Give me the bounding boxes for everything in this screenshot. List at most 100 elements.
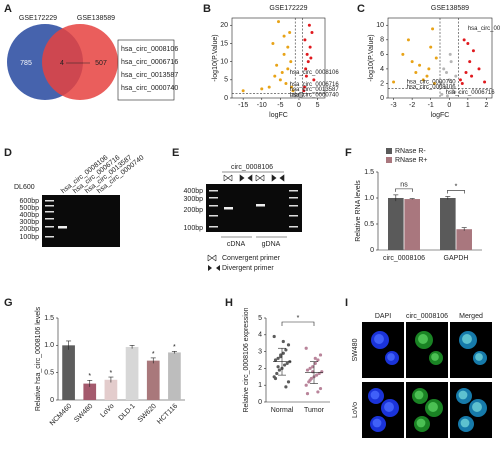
set-label: GSE172229 bbox=[19, 15, 57, 22]
image-tile bbox=[450, 322, 492, 378]
y-tick-label: 1.5 bbox=[364, 169, 374, 176]
y-tick-label: 0 bbox=[224, 95, 228, 102]
cell-core bbox=[460, 418, 470, 428]
cell-core bbox=[431, 353, 439, 361]
point bbox=[312, 78, 316, 82]
cell-core bbox=[416, 418, 426, 428]
point bbox=[303, 38, 307, 42]
point bbox=[288, 31, 292, 35]
legend-swatch bbox=[386, 148, 392, 154]
point bbox=[290, 85, 294, 89]
legend-label: RNase R+ bbox=[395, 157, 427, 164]
y-tick-label: 8 bbox=[380, 37, 384, 44]
bar bbox=[168, 352, 181, 400]
y-tick-label: 0 bbox=[258, 399, 262, 406]
point bbox=[241, 89, 245, 93]
point bbox=[318, 386, 323, 391]
point bbox=[447, 78, 451, 82]
band bbox=[256, 204, 265, 207]
point bbox=[290, 95, 294, 99]
point bbox=[304, 383, 308, 387]
annotation: hsa_circ_0008106 bbox=[290, 70, 340, 76]
point bbox=[286, 343, 291, 347]
point bbox=[276, 365, 280, 369]
bar bbox=[146, 360, 160, 400]
cell-core bbox=[414, 390, 424, 400]
significance-label: * bbox=[455, 183, 458, 190]
point bbox=[401, 52, 405, 56]
ladder-label: 100bp bbox=[20, 234, 40, 241]
point bbox=[308, 45, 312, 49]
ladder-label: 200bp bbox=[184, 207, 204, 214]
legend-label: Convergent primer bbox=[222, 255, 281, 262]
point bbox=[283, 363, 287, 367]
point bbox=[431, 27, 435, 31]
ladder-label: 100bp bbox=[184, 225, 204, 232]
point bbox=[316, 390, 320, 394]
row-label: LoVo bbox=[352, 402, 359, 418]
y-tick-label: 3 bbox=[258, 348, 262, 355]
point bbox=[449, 60, 453, 64]
point bbox=[281, 351, 285, 355]
point bbox=[277, 368, 281, 372]
bar bbox=[83, 383, 97, 400]
count: 785 bbox=[20, 60, 32, 67]
point bbox=[282, 52, 286, 56]
point bbox=[316, 358, 320, 362]
ladder-label: 600bp bbox=[20, 198, 40, 205]
point bbox=[464, 71, 468, 75]
cell-core bbox=[475, 353, 483, 361]
point bbox=[458, 78, 462, 82]
cell-core bbox=[370, 390, 380, 400]
panel-label: C bbox=[357, 3, 365, 15]
gel bbox=[42, 195, 120, 247]
count: 507 bbox=[95, 60, 107, 67]
cell-core bbox=[428, 402, 438, 412]
y-tick-label: 5 bbox=[224, 77, 228, 84]
point bbox=[284, 348, 288, 352]
ladder-label: 400bp bbox=[184, 188, 204, 195]
point bbox=[272, 334, 276, 339]
annotation: hsa_circ_0006716 bbox=[446, 90, 496, 96]
point bbox=[306, 60, 310, 64]
point bbox=[260, 87, 264, 91]
point bbox=[308, 378, 312, 382]
point bbox=[414, 71, 418, 75]
point bbox=[302, 89, 306, 93]
significance-bracket bbox=[395, 188, 413, 192]
y-tick-label: 2 bbox=[258, 365, 262, 372]
x-tick-label: Tumor bbox=[304, 407, 325, 414]
significance-label: * bbox=[173, 344, 176, 351]
y-axis-label: Relative hsa_circ_0008106 levels bbox=[35, 306, 42, 411]
y-tick-label: 0 bbox=[380, 95, 384, 102]
point bbox=[285, 361, 289, 365]
point bbox=[305, 368, 310, 372]
x-axis-label: logFC bbox=[431, 112, 450, 119]
point bbox=[470, 74, 474, 78]
point bbox=[460, 81, 464, 85]
point bbox=[294, 94, 298, 98]
point bbox=[445, 71, 448, 75]
column-label: circ_0008106 bbox=[406, 313, 448, 320]
point bbox=[276, 356, 280, 360]
panel-label: D bbox=[4, 147, 12, 159]
point bbox=[275, 371, 279, 376]
plot-frame bbox=[231, 17, 326, 99]
venn-circle bbox=[42, 24, 118, 100]
y-tick-label: 0 bbox=[370, 247, 374, 254]
point bbox=[315, 373, 319, 377]
y-axis-label: Relative circ_0008106 expression bbox=[243, 307, 250, 412]
microscopy: DAPI circ_0008106 Merged SW480 LoVo bbox=[352, 313, 492, 438]
point bbox=[462, 38, 466, 42]
point bbox=[427, 67, 431, 71]
primer-icons bbox=[223, 174, 285, 182]
panel-label: I bbox=[345, 297, 348, 309]
y-axis-label: -log10(P.Value) bbox=[368, 34, 375, 81]
point bbox=[284, 81, 288, 85]
point bbox=[273, 376, 278, 381]
x-tick-label: SW480 bbox=[73, 403, 94, 424]
band bbox=[224, 207, 233, 210]
column-label: DAPI bbox=[375, 313, 391, 320]
y-tick-label: 4 bbox=[258, 332, 262, 339]
